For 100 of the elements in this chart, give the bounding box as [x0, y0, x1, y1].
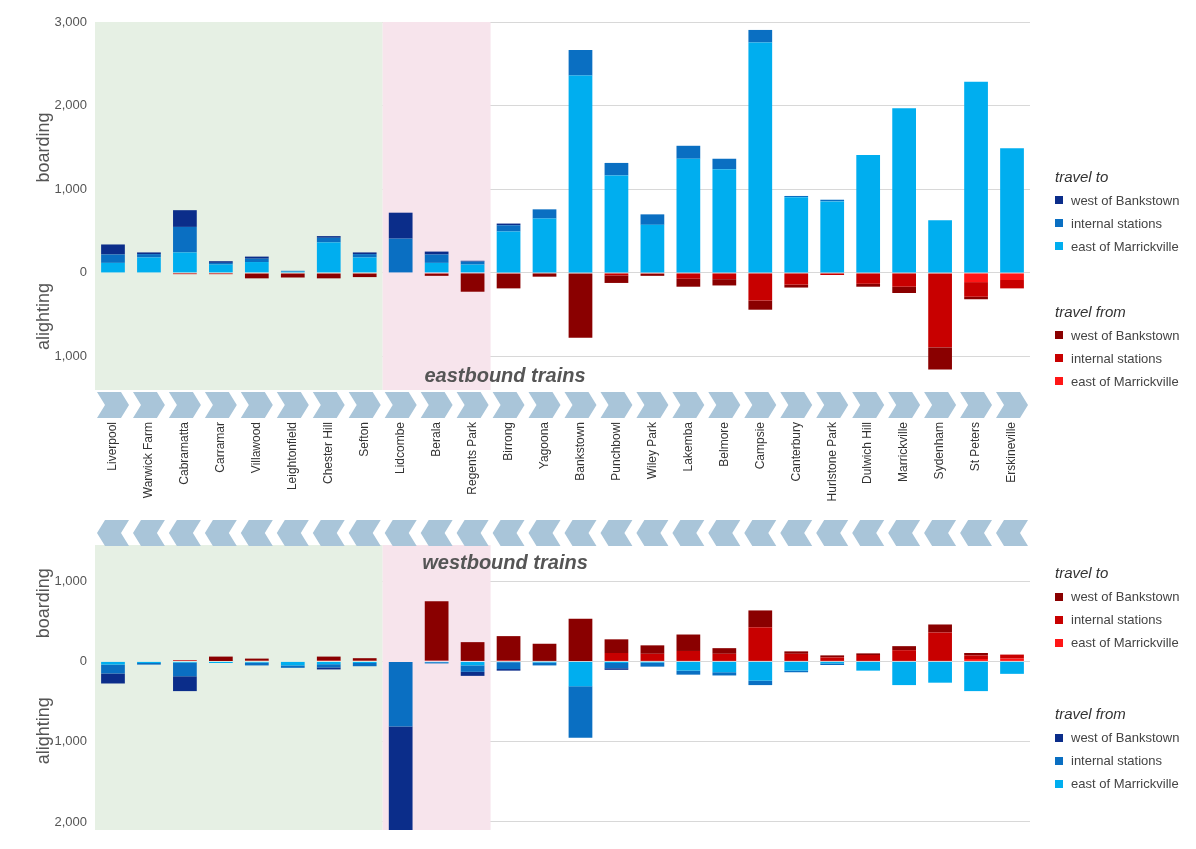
bar	[460, 671, 485, 676]
x-tick-label: Chester Hill	[321, 422, 336, 485]
bar	[640, 662, 665, 667]
bar	[532, 209, 557, 219]
x-tick-label: Lakemba	[680, 421, 695, 472]
bar	[640, 214, 665, 225]
x-tick-label: Canterbury	[788, 422, 803, 482]
bar	[964, 282, 988, 297]
legend-label: internal stations	[1071, 350, 1163, 366]
legend-label: east of Marrickville	[1071, 635, 1179, 651]
bar	[712, 661, 737, 673]
bar	[676, 634, 701, 651]
bar	[604, 273, 629, 276]
bar	[712, 279, 737, 286]
bar	[388, 238, 413, 273]
bar	[784, 661, 809, 671]
bar	[640, 224, 665, 273]
legend-label: west of Bankstown	[1071, 192, 1180, 208]
bar	[388, 726, 413, 830]
bar	[496, 636, 521, 661]
bar	[352, 663, 377, 667]
bar	[856, 654, 881, 661]
bar	[712, 653, 737, 661]
bar	[712, 648, 737, 654]
bar	[676, 661, 701, 671]
legend-title: travel to	[1055, 564, 1110, 582]
x-tick-label: Dulwich Hill	[860, 422, 875, 485]
bar	[101, 673, 125, 684]
x-tick-label: Leightonfield	[285, 422, 300, 491]
bar	[568, 618, 593, 661]
y-tick-label: 3,000	[54, 13, 87, 29]
bar	[784, 273, 809, 285]
bar	[568, 75, 593, 273]
bar	[173, 662, 197, 677]
bar	[424, 262, 449, 273]
bar	[892, 108, 916, 273]
bar	[748, 610, 773, 628]
bar	[748, 680, 773, 686]
x-tick-label: Berala	[428, 421, 443, 457]
bar	[928, 632, 952, 661]
x-tick-label: Yagoona	[536, 421, 551, 470]
bar	[748, 300, 773, 310]
bar	[496, 225, 521, 232]
legend-label: east of Marrickville	[1071, 776, 1179, 792]
bar	[640, 653, 665, 661]
bar	[964, 661, 988, 692]
bar	[460, 642, 485, 661]
bar	[856, 283, 881, 287]
bar	[209, 656, 233, 662]
legend-label: internal stations	[1071, 753, 1163, 769]
bar	[1000, 273, 1024, 281]
bar	[280, 665, 305, 668]
bar	[748, 273, 773, 301]
x-tick-label: Lidcombe	[392, 421, 407, 475]
legend-label: east of Marrickville	[1071, 238, 1179, 254]
bar	[101, 244, 125, 255]
bar	[244, 273, 269, 279]
bar	[856, 661, 881, 671]
bar	[244, 262, 269, 273]
y-tick-label: 0	[79, 264, 87, 280]
bar	[928, 220, 952, 273]
bar	[712, 672, 737, 676]
bar	[712, 169, 737, 273]
bar	[568, 273, 593, 338]
bar	[137, 257, 161, 273]
bar	[1000, 148, 1024, 273]
bar	[784, 284, 809, 288]
x-tick-label: Sefton	[357, 422, 372, 457]
x-tick-label: Carramar	[213, 422, 228, 473]
text: eastbound trains	[424, 363, 586, 386]
bar	[712, 273, 737, 280]
bar	[280, 273, 305, 278]
bar	[748, 29, 773, 43]
legend-label: east of Marrickville	[1071, 373, 1179, 389]
bar	[244, 256, 269, 259]
bar	[496, 273, 521, 289]
x-tick-label: Sydenham	[932, 422, 947, 480]
bar	[892, 661, 916, 686]
legend-label: west of Bankstown	[1071, 327, 1180, 343]
bar	[748, 42, 773, 273]
bar	[676, 278, 701, 287]
bar	[352, 257, 377, 273]
bar	[173, 210, 197, 227]
bar	[784, 197, 809, 273]
bar	[856, 273, 881, 284]
bar	[892, 273, 916, 287]
bar	[532, 643, 557, 661]
bar	[748, 627, 773, 661]
text: alighting	[32, 282, 53, 350]
bar	[856, 154, 881, 273]
x-tick-label: Hurlstone Park	[824, 421, 839, 502]
bar	[892, 646, 916, 651]
x-tick-label: Erskineville	[1004, 421, 1019, 483]
bar	[676, 145, 701, 159]
x-tick-label: Marrickville	[896, 421, 911, 482]
bar	[604, 275, 629, 283]
y-tick-label: 0	[79, 652, 87, 668]
y-axis-title: boarding	[32, 568, 53, 639]
bar	[101, 254, 125, 263]
bar	[173, 676, 197, 692]
